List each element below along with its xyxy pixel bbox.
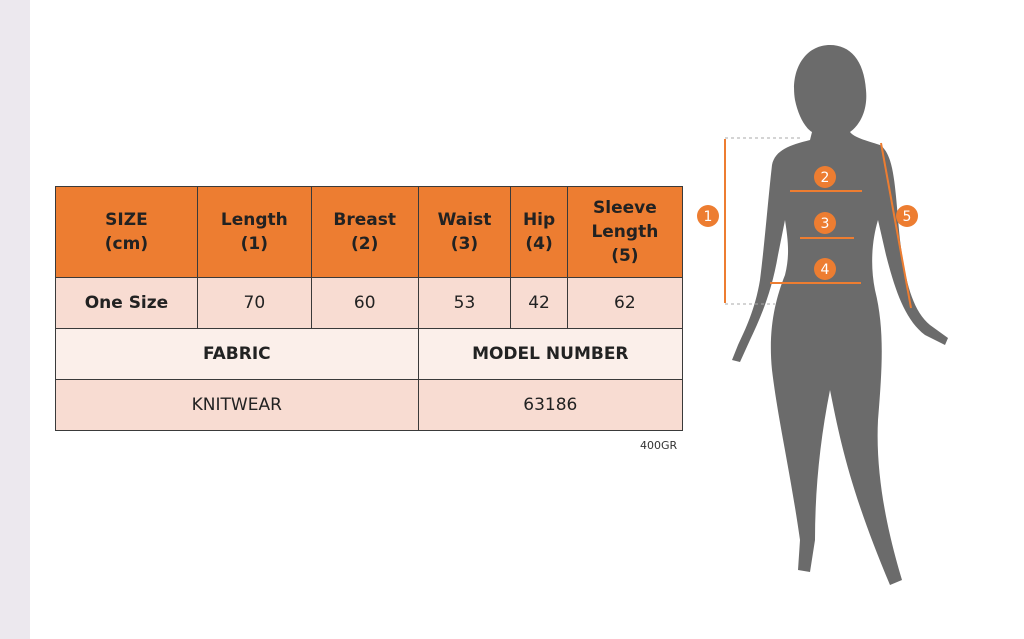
header-sleeve-length: Sleeve Length (5)	[566, 186, 684, 278]
marker-1: 1	[704, 209, 713, 225]
size-cell: One Size	[55, 277, 198, 329]
h-text: Waist	[437, 210, 492, 230]
h-text: Hip	[522, 210, 556, 230]
fabric-value: KNITWEAR	[55, 379, 419, 431]
left-margin-strip	[0, 0, 30, 639]
header-row: SIZE (cm) Length (1) Breast (2) Waist (3) Hi…	[55, 186, 684, 278]
measurement-lines	[724, 139, 912, 309]
model-number-value: 63186	[417, 379, 684, 431]
header-hip: Hip (4)	[510, 186, 568, 278]
h-text: (2)	[351, 234, 379, 254]
h-text: (5)	[611, 246, 639, 266]
sleeve-cell: 62	[566, 277, 684, 329]
header-waist: Waist (3)	[417, 186, 512, 278]
info-value-row: KNITWEAR 63186	[55, 379, 684, 431]
h-text: SIZE	[105, 210, 148, 230]
body-silhouette	[732, 45, 948, 585]
marker-5: 5	[903, 209, 912, 225]
model-number-label: MODEL NUMBER	[417, 328, 684, 380]
hip-cell: 42	[510, 277, 568, 329]
header-size: SIZE (cm)	[55, 186, 198, 278]
waist-cell: 53	[417, 277, 512, 329]
marker-4: 4	[821, 262, 830, 278]
h-text: (3)	[450, 234, 479, 254]
size-chart-table: SIZE (cm) Length (1) Breast (2) Waist (3) Hi…	[55, 186, 684, 431]
h-text: (cm)	[104, 234, 149, 254]
h-text: (1)	[240, 234, 269, 254]
size-row: One Size 70 60 53 42 62	[55, 277, 684, 329]
h-text: Length	[220, 210, 288, 230]
marker-circles	[697, 166, 918, 280]
h-text: Breast	[333, 210, 396, 230]
header-breast: Breast (2)	[310, 186, 419, 278]
breast-cell: 60	[310, 277, 419, 329]
fabric-label: FABRIC	[55, 328, 419, 380]
length-cell: 70	[196, 277, 312, 329]
info-label-row: FABRIC MODEL NUMBER	[55, 328, 684, 380]
guide-lines	[725, 137, 800, 305]
h-text: Sleeve	[593, 198, 657, 218]
measurement-figure: 1 2 3 4 5	[697, 45, 948, 585]
h-text: (4)	[525, 234, 553, 254]
marker-3: 3	[821, 216, 830, 232]
weight-label: 400GR	[640, 439, 678, 452]
marker-2: 2	[821, 170, 830, 186]
header-length: Length (1)	[196, 186, 312, 278]
h-text: Length	[591, 222, 659, 242]
